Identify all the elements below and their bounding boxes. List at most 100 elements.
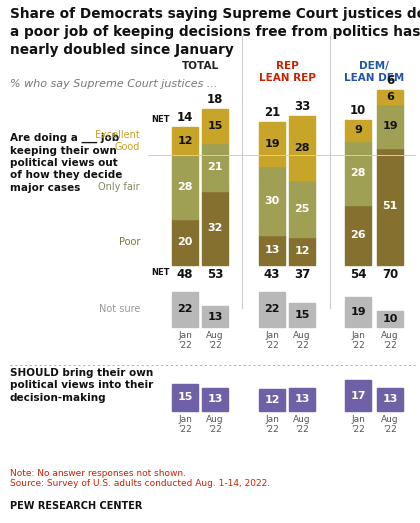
Text: Jan
'22: Jan '22 bbox=[351, 415, 365, 435]
Text: 17: 17 bbox=[350, 391, 366, 401]
Text: Aug
'22: Aug '22 bbox=[206, 415, 224, 435]
Text: 32: 32 bbox=[207, 223, 223, 233]
Bar bbox=[345, 141, 371, 205]
Text: Aug
'22: Aug '22 bbox=[381, 415, 399, 435]
Bar bbox=[345, 120, 371, 141]
Bar bbox=[259, 235, 285, 265]
Text: Excellent
Good: Excellent Good bbox=[95, 130, 140, 152]
Bar bbox=[172, 219, 198, 265]
Text: Aug
'22: Aug '22 bbox=[206, 331, 224, 350]
Text: 51: 51 bbox=[382, 201, 398, 211]
Text: 13: 13 bbox=[207, 394, 223, 404]
Text: 13: 13 bbox=[294, 394, 310, 404]
Text: 15: 15 bbox=[294, 310, 310, 320]
Text: TOTAL: TOTAL bbox=[181, 61, 218, 71]
Text: Jan
'22: Jan '22 bbox=[351, 331, 365, 350]
Text: 15: 15 bbox=[207, 121, 223, 131]
Text: 28: 28 bbox=[294, 143, 310, 153]
Text: 28: 28 bbox=[177, 182, 193, 192]
Text: 19: 19 bbox=[350, 307, 366, 317]
Bar bbox=[259, 122, 285, 166]
Text: 13: 13 bbox=[382, 394, 398, 404]
Text: 48: 48 bbox=[177, 268, 193, 281]
Text: 26: 26 bbox=[350, 230, 366, 240]
Bar bbox=[259, 166, 285, 235]
Text: 37: 37 bbox=[294, 268, 310, 281]
Text: 30: 30 bbox=[264, 196, 280, 206]
Bar bbox=[289, 388, 315, 411]
Text: NET: NET bbox=[152, 115, 170, 124]
Bar bbox=[172, 384, 198, 411]
Bar bbox=[202, 306, 228, 327]
Bar bbox=[289, 303, 315, 327]
Text: Jan
'22: Jan '22 bbox=[265, 331, 279, 350]
Text: Note: No answer responses not shown.: Note: No answer responses not shown. bbox=[10, 469, 186, 478]
Bar bbox=[259, 292, 285, 327]
Bar bbox=[289, 237, 315, 265]
Text: 22: 22 bbox=[177, 304, 193, 314]
Text: Only fair: Only fair bbox=[98, 182, 140, 192]
Text: 25: 25 bbox=[294, 203, 310, 214]
Text: SHOULD bring their own
political views into their
decision-making: SHOULD bring their own political views i… bbox=[10, 368, 153, 403]
Text: Source: Survey of U.S. adults conducted Aug. 1-14, 2022.: Source: Survey of U.S. adults conducted … bbox=[10, 479, 270, 488]
Bar bbox=[202, 143, 228, 191]
Bar bbox=[202, 388, 228, 411]
Text: 18: 18 bbox=[207, 93, 223, 106]
Text: 15: 15 bbox=[177, 392, 193, 403]
Bar bbox=[345, 205, 371, 265]
Bar bbox=[289, 180, 315, 237]
Text: 21: 21 bbox=[264, 106, 280, 119]
Text: Jan
'22: Jan '22 bbox=[178, 415, 192, 435]
Text: % who say Supreme Court justices ...: % who say Supreme Court justices ... bbox=[10, 79, 218, 89]
Text: 10: 10 bbox=[382, 314, 398, 324]
Text: 12: 12 bbox=[264, 395, 280, 405]
Text: 14: 14 bbox=[177, 111, 193, 124]
Text: NET: NET bbox=[152, 268, 170, 277]
Text: 10: 10 bbox=[350, 104, 366, 117]
Text: 22: 22 bbox=[264, 304, 280, 314]
Text: 13: 13 bbox=[264, 245, 280, 255]
Text: 43: 43 bbox=[264, 268, 280, 281]
Text: 53: 53 bbox=[207, 268, 223, 281]
Text: Are doing a ___ job
keeping their own
political views out
of how they decide
maj: Are doing a ___ job keeping their own po… bbox=[10, 133, 122, 193]
Text: Poor: Poor bbox=[118, 237, 140, 247]
Bar bbox=[172, 127, 198, 155]
Text: 13: 13 bbox=[207, 312, 223, 322]
Text: 6: 6 bbox=[386, 74, 394, 87]
Text: Share of Democrats saying Supreme Court justices do
a poor job of keeping decisi: Share of Democrats saying Supreme Court … bbox=[10, 7, 420, 56]
Text: PEW RESEARCH CENTER: PEW RESEARCH CENTER bbox=[10, 501, 142, 511]
Text: Aug
'22: Aug '22 bbox=[381, 331, 399, 350]
Text: 6: 6 bbox=[386, 92, 394, 102]
Text: 20: 20 bbox=[177, 237, 193, 247]
Bar bbox=[202, 191, 228, 265]
Text: 70: 70 bbox=[382, 268, 398, 281]
Bar bbox=[377, 104, 403, 147]
Bar bbox=[172, 292, 198, 327]
Text: 19: 19 bbox=[382, 121, 398, 131]
Text: 12: 12 bbox=[177, 136, 193, 146]
Text: DEM/
LEAN DEM: DEM/ LEAN DEM bbox=[344, 61, 404, 83]
Text: 9: 9 bbox=[354, 126, 362, 135]
Bar bbox=[202, 109, 228, 143]
Text: Jan
'22: Jan '22 bbox=[178, 331, 192, 350]
Text: 54: 54 bbox=[350, 268, 366, 281]
Text: Not sure: Not sure bbox=[99, 304, 140, 314]
Bar bbox=[377, 388, 403, 411]
Text: REP
LEAN REP: REP LEAN REP bbox=[259, 61, 315, 83]
Text: 21: 21 bbox=[207, 162, 223, 172]
Text: 19: 19 bbox=[264, 139, 280, 149]
Bar bbox=[259, 390, 285, 411]
Bar bbox=[172, 155, 198, 219]
Bar bbox=[377, 147, 403, 265]
Text: 12: 12 bbox=[294, 246, 310, 256]
Text: Aug
'22: Aug '22 bbox=[293, 415, 311, 435]
Bar bbox=[377, 90, 403, 104]
Text: 28: 28 bbox=[350, 168, 366, 178]
Bar bbox=[377, 311, 403, 327]
Text: Aug
'22: Aug '22 bbox=[293, 331, 311, 350]
Bar bbox=[289, 116, 315, 180]
Text: 33: 33 bbox=[294, 99, 310, 112]
Text: Jan
'22: Jan '22 bbox=[265, 415, 279, 435]
Bar bbox=[345, 380, 371, 411]
Bar bbox=[345, 297, 371, 327]
